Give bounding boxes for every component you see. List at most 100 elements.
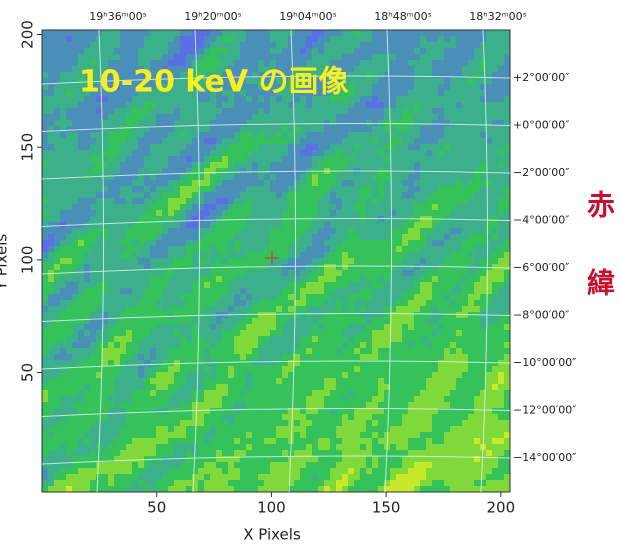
- image-pixel: [60, 72, 66, 78]
- image-pixel: [276, 318, 282, 324]
- image-pixel: [84, 258, 90, 264]
- image-pixel: [180, 228, 186, 234]
- image-pixel: [78, 180, 84, 186]
- image-pixel: [402, 186, 408, 192]
- image-pixel: [168, 126, 174, 132]
- image-pixel: [204, 228, 210, 234]
- image-pixel: [468, 360, 474, 366]
- image-pixel: [426, 96, 432, 102]
- image-pixel: [108, 258, 114, 264]
- image-pixel: [126, 150, 132, 156]
- image-pixel: [330, 282, 336, 288]
- image-pixel: [396, 66, 402, 72]
- image-pixel: [246, 270, 252, 276]
- image-pixel: [318, 198, 324, 204]
- image-pixel: [468, 186, 474, 192]
- image-pixel: [90, 54, 96, 60]
- image-pixel: [138, 402, 144, 408]
- image-pixel: [312, 402, 318, 408]
- image-pixel: [252, 108, 258, 114]
- image-pixel: [120, 30, 126, 36]
- image-pixel: [498, 150, 504, 156]
- image-pixel: [366, 282, 372, 288]
- image-pixel: [372, 258, 378, 264]
- image-pixel: [384, 222, 390, 228]
- image-pixel: [420, 204, 426, 210]
- image-pixel: [474, 156, 480, 162]
- image-pixel: [150, 348, 156, 354]
- image-pixel: [198, 264, 204, 270]
- image-pixel: [210, 222, 216, 228]
- image-pixel: [486, 78, 492, 84]
- image-pixel: [408, 336, 414, 342]
- image-pixel: [318, 48, 324, 54]
- image-pixel: [162, 336, 168, 342]
- image-pixel: [360, 210, 366, 216]
- image-pixel: [186, 264, 192, 270]
- image-pixel: [216, 288, 222, 294]
- image-pixel: [150, 396, 156, 402]
- image-pixel: [258, 228, 264, 234]
- image-pixel: [324, 252, 330, 258]
- image-pixel: [306, 138, 312, 144]
- image-pixel: [468, 246, 474, 252]
- image-pixel: [144, 396, 150, 402]
- image-pixel: [336, 336, 342, 342]
- image-pixel: [54, 396, 60, 402]
- image-pixel: [456, 312, 462, 318]
- image-pixel: [252, 366, 258, 372]
- image-pixel: [162, 378, 168, 384]
- image-pixel: [324, 324, 330, 330]
- image-pixel: [84, 330, 90, 336]
- image-pixel: [342, 306, 348, 312]
- image-pixel: [252, 228, 258, 234]
- image-pixel: [42, 84, 48, 90]
- image-pixel: [84, 132, 90, 138]
- image-pixel: [426, 330, 432, 336]
- image-pixel: [360, 228, 366, 234]
- image-pixel: [462, 60, 468, 66]
- image-pixel: [402, 90, 408, 96]
- image-pixel: [264, 366, 270, 372]
- image-pixel: [132, 156, 138, 162]
- image-pixel: [78, 312, 84, 318]
- image-pixel: [96, 174, 102, 180]
- image-pixel: [444, 330, 450, 336]
- image-pixel: [234, 288, 240, 294]
- image-pixel: [438, 168, 444, 174]
- image-pixel: [492, 204, 498, 210]
- image-pixel: [336, 114, 342, 120]
- image-pixel: [132, 384, 138, 390]
- image-pixel: [54, 36, 60, 42]
- image-pixel: [252, 372, 258, 378]
- image-pixel: [78, 354, 84, 360]
- image-pixel: [150, 252, 156, 258]
- image-pixel: [168, 402, 174, 408]
- image-pixel: [78, 228, 84, 234]
- image-pixel: [294, 402, 300, 408]
- image-pixel: [48, 120, 54, 126]
- image-pixel: [180, 330, 186, 336]
- image-pixel: [222, 408, 228, 414]
- image-pixel: [186, 192, 192, 198]
- image-pixel: [456, 126, 462, 132]
- image-pixel: [432, 72, 438, 78]
- image-pixel: [228, 30, 234, 36]
- image-pixel: [258, 144, 264, 150]
- image-pixel: [186, 288, 192, 294]
- image-pixel: [246, 120, 252, 126]
- image-pixel: [114, 324, 120, 330]
- image-pixel: [156, 270, 162, 276]
- image-pixel: [438, 342, 444, 348]
- image-pixel: [204, 234, 210, 240]
- image-pixel: [444, 306, 450, 312]
- image-pixel: [198, 408, 204, 414]
- image-pixel: [174, 348, 180, 354]
- image-pixel: [132, 378, 138, 384]
- image-pixel: [396, 180, 402, 186]
- image-pixel: [54, 96, 60, 102]
- image-pixel: [432, 156, 438, 162]
- image-pixel: [474, 54, 480, 60]
- image-pixel: [372, 288, 378, 294]
- image-pixel: [300, 150, 306, 156]
